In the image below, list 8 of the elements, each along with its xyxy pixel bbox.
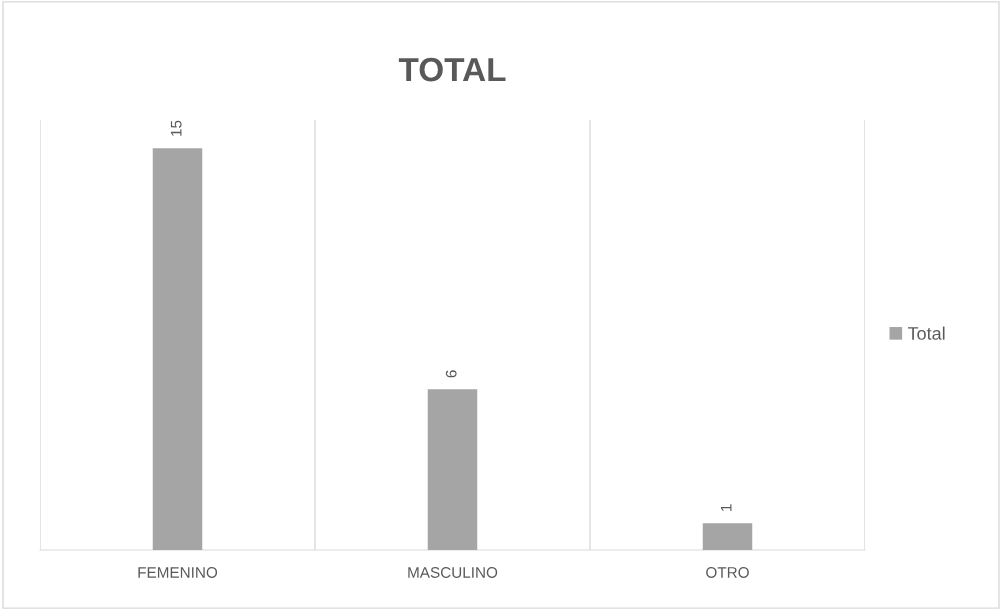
legend-label: Total (907, 326, 945, 340)
data-label: 15 (170, 120, 182, 136)
chart-title: TOTAL (398, 57, 506, 82)
x-tick-label: MASCULINO (408, 567, 498, 578)
x-tick-label: FEMENINO (138, 567, 218, 578)
data-label: 1 (720, 504, 732, 511)
x-tick-label: OTRO (706, 567, 749, 578)
data-label: 6 (445, 370, 457, 378)
